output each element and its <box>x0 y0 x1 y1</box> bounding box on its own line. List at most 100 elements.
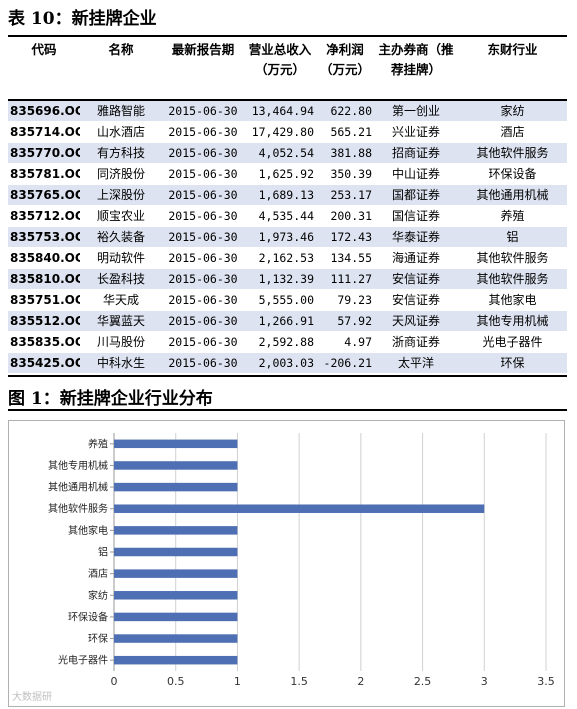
industry-distribution-chart: 0 0.5 1 1.5 2 2.5 3 3.5 养殖 其他专用机械 其他通用机械 其他软件服务 其他家电… <box>8 420 565 707</box>
bar <box>114 504 485 513</box>
x-tick-label: 1.5 <box>290 675 308 688</box>
cell-broker: 浙商证券 <box>374 331 458 353</box>
cell-industry: 其他软件服务 <box>458 142 567 164</box>
y-category-label: 其他家电 <box>68 524 108 537</box>
header-broker: 主办券商（推荐挂牌） <box>378 42 454 77</box>
cell-profit: 79.23 <box>316 289 374 311</box>
cell-profit: 172.43 <box>316 226 374 248</box>
bar <box>114 482 238 492</box>
cell-revenue: 4,535.44 <box>244 205 316 227</box>
x-tick-label: 0.5 <box>167 675 185 688</box>
cell-broker: 安信证券 <box>374 289 458 311</box>
cell-code: 835425.OC <box>8 352 80 374</box>
table-row: 835714.OC 山水酒店 2015-06-30 17,429.80 565.21 兴业… <box>8 121 567 143</box>
cell-profit: 622.80 <box>316 100 374 122</box>
cell-date: 2015-06-30 <box>162 331 244 353</box>
cell-revenue: 1,132.39 <box>244 268 316 290</box>
x-tick-label: 1 <box>234 675 241 688</box>
cell-industry: 环保 <box>458 352 567 374</box>
cell-name: 川马股份 <box>80 331 162 353</box>
cell-name: 顺宝农业 <box>80 205 162 227</box>
table-row: 835425.OC 中科水生 2015-06-30 2,003.03 -206.21 太平… <box>8 352 567 374</box>
cell-profit: 111.27 <box>316 268 374 290</box>
cell-code: 835753.OC <box>8 226 80 248</box>
y-category-label: 其他软件服务 <box>48 502 108 515</box>
header-name: 名称 <box>108 42 134 57</box>
cell-revenue: 1,689.13 <box>244 184 316 206</box>
y-category-label: 家纺 <box>88 589 108 602</box>
figure-title: 图 1：新挂牌企业行业分布 <box>8 389 213 409</box>
cell-revenue: 17,429.80 <box>244 121 316 143</box>
cell-code: 835712.OC <box>8 205 80 227</box>
cell-profit: 134.55 <box>316 247 374 269</box>
cell-code: 835810.OC <box>8 268 80 290</box>
bar <box>114 526 238 535</box>
table-row: 835765.OC 上深股份 2015-06-30 1,689.13 253.17 国都证… <box>8 184 567 206</box>
table-title: 表 10：新挂牌企业 <box>8 9 157 29</box>
cell-name: 长盈科技 <box>80 268 162 290</box>
header-report-period: 最新报告期 <box>171 42 235 57</box>
cell-date: 2015-06-30 <box>162 310 244 332</box>
cell-broker: 国信证券 <box>374 205 458 227</box>
table-row: 835835.OC 川马股份 2015-06-30 2,592.88 4.97 浙商证券光… <box>8 331 567 353</box>
y-category-label: 养殖 <box>88 437 108 450</box>
cell-industry: 家纺 <box>458 100 567 122</box>
y-category-label: 酒店 <box>88 567 108 580</box>
table-header-row: 代码 名称 最新报告期 营业总收入（万元） 净利润（万元） 主办券商（推荐挂牌）… <box>8 38 567 100</box>
y-category-label: 环保设备 <box>68 610 108 623</box>
cell-industry: 其他专用机械 <box>458 310 567 332</box>
bar <box>114 569 238 578</box>
cell-broker: 兴业证券 <box>374 121 458 143</box>
cell-profit: -206.21 <box>316 352 374 374</box>
x-tick-label: 2 <box>357 675 364 688</box>
cell-name: 华翼蓝天 <box>80 310 162 332</box>
cell-code: 835714.OC <box>8 121 80 143</box>
cell-revenue: 1,973.46 <box>244 226 316 248</box>
bar <box>114 634 238 643</box>
cell-broker: 天风证券 <box>374 310 458 332</box>
cell-industry: 养殖 <box>458 205 567 227</box>
cell-profit: 350.39 <box>316 163 374 185</box>
table-bottom-rule <box>8 375 567 377</box>
cell-name: 同济股份 <box>80 163 162 185</box>
table-row: 835512.OC 华翼蓝天 2015-06-30 1,266.91 57.92 天风证券… <box>8 310 567 332</box>
header-net-profit: 净利润（万元） <box>319 42 370 77</box>
table-row: 835751.OC 华天成 2015-06-30 5,555.00 79.23 安信证券其… <box>8 289 567 311</box>
cell-revenue: 4,052.54 <box>244 142 316 164</box>
table-row: 835712.OC 顺宝农业 2015-06-30 4,535.44 200.31 国信证… <box>8 205 567 227</box>
bar <box>114 461 238 470</box>
cell-name: 上深股份 <box>80 184 162 206</box>
cell-code: 835512.OC <box>8 310 80 332</box>
cell-revenue: 1,266.91 <box>244 310 316 332</box>
cell-code: 835751.OC <box>8 289 80 311</box>
cell-broker: 华泰证券 <box>374 226 458 248</box>
cell-industry: 其他软件服务 <box>458 247 567 269</box>
cell-date: 2015-06-30 <box>162 352 244 374</box>
cell-name: 裕久装备 <box>80 226 162 248</box>
table-row: 835696.OC 雅路智能 2015-06-30 13,464.94 622.80 第一… <box>8 100 567 122</box>
table-row: 835810.OC 长盈科技 2015-06-30 1,132.39 111.27 安信证… <box>8 268 567 290</box>
cell-broker: 第一创业 <box>374 100 458 122</box>
y-category-label: 铝 <box>98 547 108 559</box>
chart-svg: 0 0.5 1 1.5 2 2.5 3 3.5 养殖其他专用机械其他通用机械其他软件服务其他家电… <box>48 433 555 688</box>
cell-broker: 招商证券 <box>374 142 458 164</box>
y-category-label: 环保 <box>88 632 108 645</box>
cell-revenue: 2,003.03 <box>244 352 316 374</box>
table-row: 835781.OC 同济股份 2015-06-30 1,625.92 350.39 中山证… <box>8 163 567 185</box>
cell-date: 2015-06-30 <box>162 289 244 311</box>
cell-code: 835770.OC <box>8 142 80 164</box>
cell-revenue: 5,555.00 <box>244 289 316 311</box>
cell-revenue: 2,592.88 <box>244 331 316 353</box>
y-category-label: 其他专用机械 <box>48 459 108 472</box>
figure-rule <box>8 409 567 411</box>
cell-broker: 中山证券 <box>374 163 458 185</box>
y-category-label: 其他通用机械 <box>48 481 108 494</box>
cell-name: 雅路智能 <box>80 100 162 122</box>
bar <box>114 655 238 665</box>
cell-date: 2015-06-30 <box>162 121 244 143</box>
header-industry: 东财行业 <box>487 42 538 57</box>
cell-broker: 太平洋 <box>374 352 458 374</box>
bar <box>114 591 238 600</box>
table-row: 835770.OC 有方科技 2015-06-30 4,052.54 381.88 招商证… <box>8 142 567 164</box>
cell-profit: 381.88 <box>316 142 374 164</box>
